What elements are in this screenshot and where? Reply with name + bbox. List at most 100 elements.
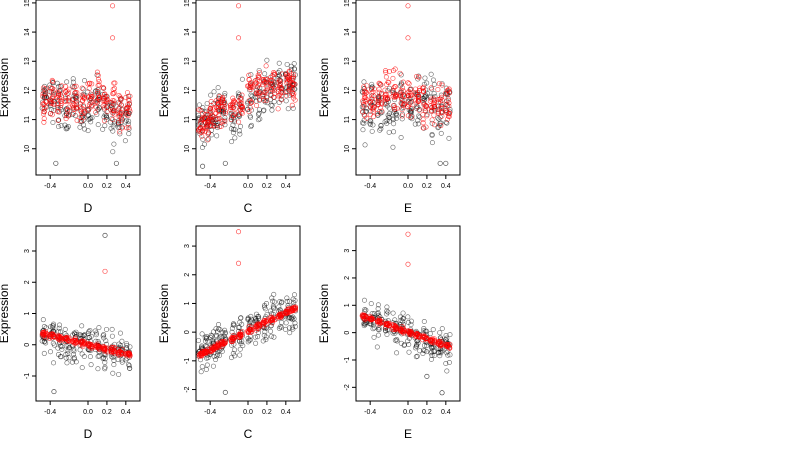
data-point [260,77,266,83]
data-point [201,351,207,357]
data-point [270,305,276,311]
data-point [367,122,373,128]
data-point [255,72,261,78]
data-point [110,98,116,104]
data-point [378,105,384,111]
data-point [292,324,298,330]
data-point [383,322,389,328]
data-point [279,89,285,95]
data-point [50,120,56,126]
data-point [41,119,47,125]
data-point [63,355,69,361]
data-point [263,337,269,343]
data-point [284,298,290,304]
data-point [95,354,101,360]
data-point [415,94,421,100]
data-point [424,80,430,86]
data-point [383,74,389,80]
data-point [209,127,215,133]
data-point [249,85,255,91]
data-point [291,292,297,298]
data-point [369,96,375,102]
data-point [87,327,93,333]
data-point [47,333,53,339]
data-point [111,100,117,106]
data-point [85,128,91,134]
data-point [238,334,244,340]
x-tick-label: -0.4 [364,409,376,416]
data-point [56,325,62,331]
data-point [428,71,434,77]
data-point [103,114,109,120]
data-point [87,80,93,86]
data-point [261,318,267,324]
y-tick-label: 1 [184,301,191,305]
data-point [398,135,404,141]
data-point [423,124,429,130]
data-point [275,93,281,99]
data-point [109,326,115,332]
data-point [390,88,396,94]
data-point [222,100,228,106]
data-point [269,86,275,92]
data-point [238,315,244,321]
data-point [65,348,71,354]
data-point [249,107,255,113]
data-point [77,124,83,130]
data-point [213,116,219,122]
data-point [256,67,262,73]
data-point [109,350,115,356]
data-point [376,93,382,99]
data-point [71,84,77,90]
data-point [252,323,258,329]
data-point [392,317,398,323]
y-tick-label: 10 [24,145,31,153]
data-point [40,317,46,323]
data-point [394,338,400,344]
y-tick-label: 10 [184,145,191,153]
data-point [397,314,403,320]
data-point [102,364,108,370]
data-point [382,100,388,106]
data-point [385,96,391,102]
data-point [378,123,384,129]
data-point [446,86,452,92]
data-point [101,355,107,361]
x-tick-label: 0.4 [441,409,451,416]
panel-top-left: -0.4 0.0 0.2 0.4 10 11 12 13 14 15 D Expression [0,0,141,215]
data-point [223,110,229,116]
x-tick-label: 0.4 [281,409,291,416]
data-point [360,120,366,126]
data-point [428,356,434,362]
data-point [377,127,383,133]
data-point [232,110,238,116]
x-tick-label: 0.2 [422,183,432,190]
data-point [228,355,234,361]
data-point [47,82,53,88]
data-point [415,76,421,82]
data-point [289,102,295,108]
x-tick-label: 0.0 [243,409,253,416]
data-point [63,89,69,95]
data-point [421,102,427,108]
data-point [62,326,68,332]
data-point [247,318,253,324]
outlier-point [405,231,411,237]
data-point [276,77,282,83]
data-point [361,297,367,303]
x-tick-label: -0.4 [44,409,56,416]
data-point [40,85,46,91]
data-point [446,100,452,106]
data-point [291,316,297,322]
data-point [81,95,87,101]
data-point [267,80,273,86]
data-point [446,103,452,109]
data-point [438,130,444,136]
data-point [374,317,380,323]
data-point [216,322,222,328]
data-point [111,357,117,363]
data-point [398,87,404,93]
outlier-point [439,390,445,396]
panel-bottom-left: -0.4 0.0 0.2 0.4 -1 0 1 2 3 D Expression [0,225,141,441]
data-point [257,322,263,328]
